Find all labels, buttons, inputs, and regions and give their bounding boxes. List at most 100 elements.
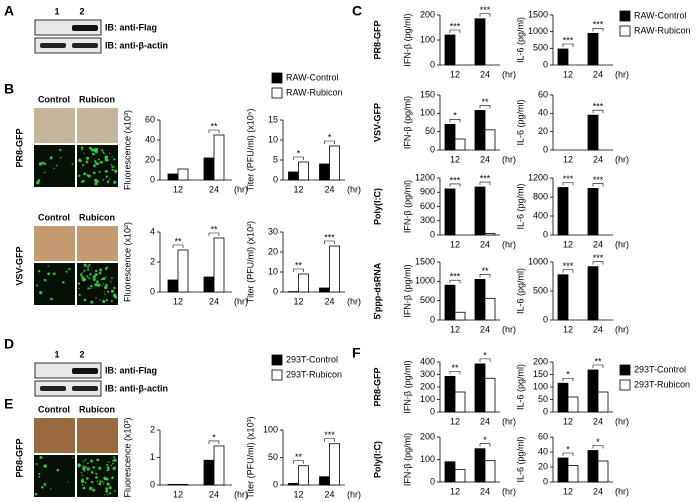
significance-bracket (592, 28, 604, 32)
x-tick-label: 24 (209, 489, 219, 499)
y-axis-label: Fluorescence (x10²) (122, 222, 132, 302)
x-unit-label: (hr) (502, 69, 516, 79)
significance-bracket (293, 460, 304, 464)
x-tick-label: 24 (209, 296, 219, 306)
panel-letter: D (4, 336, 14, 352)
x-tick-label: 12 (450, 486, 460, 496)
x-tick-label: 12 (293, 184, 303, 194)
fluorescent-cell (113, 456, 116, 459)
fluorescent-cell (43, 464, 47, 468)
bar (474, 448, 486, 483)
fluorescent-cell (113, 180, 117, 184)
fluorescent-cell (82, 486, 86, 490)
x-tick-label: 24 (593, 486, 603, 496)
bar (567, 465, 579, 483)
y-tick-label: 2 (150, 424, 155, 434)
fluorescent-cell (110, 277, 113, 279)
fluorescent-cell (81, 148, 83, 151)
y-tick-label: 0 (543, 314, 548, 324)
significance-bracket (479, 274, 491, 278)
fluorescent-cell (38, 475, 41, 478)
y-tick-label: 60 (538, 431, 548, 441)
x-tick-label: 12 (450, 239, 460, 249)
x-tick-label: 12 (563, 416, 573, 426)
lane-label: 2 (79, 6, 84, 16)
x-tick-label: 12 (563, 324, 573, 334)
y-tick-label: 5 (273, 154, 278, 164)
x-tick-label: 12 (563, 486, 573, 496)
y-tick-label: 40 (538, 446, 548, 456)
y-tick-label: 1000 (415, 276, 435, 286)
fluorescent-cell (99, 299, 101, 301)
x-unit-label: (hr) (615, 324, 629, 334)
fluorescent-cell (43, 483, 47, 486)
significance-bracket (592, 445, 604, 449)
fluorescent-cell (83, 152, 85, 154)
significance-label: *** (450, 21, 461, 31)
band (72, 368, 98, 374)
x-tick-label: 12 (293, 296, 303, 306)
legend-label: 293T-Rubicon (634, 379, 690, 389)
fluorescent-cell (101, 149, 104, 152)
bar (329, 245, 340, 293)
bar (587, 32, 599, 66)
row-label: PR8-GFP (372, 20, 382, 59)
x-tick-label: 12 (450, 416, 460, 426)
y-tick-label: 30 (268, 226, 278, 236)
fluorescent-cell (105, 175, 108, 178)
significance-label: ** (295, 452, 303, 462)
significance-bracket (449, 119, 461, 123)
fluorescent-cell (83, 469, 86, 472)
y-tick-label: 10 (268, 134, 278, 144)
bar (454, 138, 466, 151)
bar (319, 287, 330, 293)
fluorescent-cell (92, 152, 95, 156)
fluorescent-cell (68, 267, 71, 271)
bar (444, 34, 456, 66)
legend-label: RAW-Control (286, 72, 339, 82)
significance-bracket (208, 129, 220, 133)
fluorescent-cell (60, 156, 62, 159)
bar (557, 457, 569, 483)
brightfield-image (77, 108, 118, 143)
significance-label: *** (593, 102, 604, 112)
fluorescent-cell (106, 463, 109, 466)
fluorescent-cell (88, 277, 91, 280)
fluorescent-cell (92, 278, 96, 282)
y-tick-label: 40 (538, 108, 548, 118)
fluorescent-cell (85, 156, 90, 160)
fluorescent-cell (106, 482, 110, 486)
bar (557, 187, 569, 236)
y-tick-label: 0 (150, 174, 155, 184)
fluorescent-cell (99, 480, 102, 483)
significance-bracket (449, 279, 461, 284)
blot-label: IB: anti-Flag (105, 22, 157, 32)
significance-bracket (479, 358, 491, 362)
bar (557, 48, 569, 66)
fluorescent-cell (102, 282, 105, 285)
fluorescent-cell (110, 464, 113, 467)
bar (454, 469, 466, 483)
fluorescent-cell (107, 290, 109, 293)
y-tick-label: 20 (145, 154, 155, 164)
x-unit-label: (hr) (347, 296, 361, 306)
panel-letter: F (352, 345, 361, 361)
x-tick-label: 24 (324, 489, 334, 499)
fluorescent-cell (94, 182, 98, 186)
image-header: Rubicon (79, 94, 115, 104)
y-tick-label: 0 (430, 476, 435, 486)
fluorescent-cell (72, 456, 74, 459)
fluorescent-cell (104, 493, 106, 495)
y-tick-label: 50 (268, 452, 278, 462)
lane-label: 2 (79, 349, 84, 359)
y-tick-label: 15 (268, 114, 278, 124)
fluorescent-cell (67, 481, 69, 483)
fluorescent-cell (113, 490, 116, 492)
image-header: Rubicon (79, 404, 115, 414)
row-label: VSV-GFP (14, 246, 24, 285)
fluorescent-cell (87, 287, 90, 290)
y-tick-label: 100 (420, 454, 435, 464)
brightfield-image (34, 418, 75, 453)
significance-bracket (324, 140, 335, 144)
fluorescent-cell (86, 265, 90, 268)
